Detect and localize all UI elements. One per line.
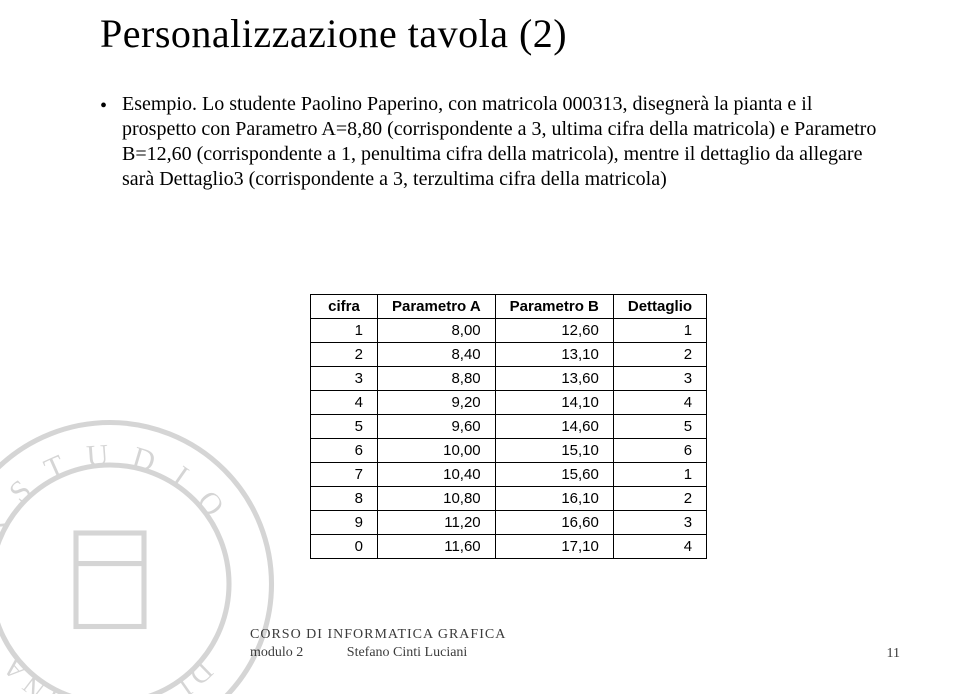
col-parametro-b: Parametro B — [495, 295, 613, 319]
table-row: 610,0015,106 — [311, 439, 707, 463]
paragraph-text: Esempio. Lo studente Paolino Paperino, c… — [122, 93, 876, 190]
table-row: 59,6014,605 — [311, 415, 707, 439]
table-cell: 2 — [613, 343, 706, 367]
table-cell: 4 — [613, 391, 706, 415]
table-cell: 15,10 — [495, 439, 613, 463]
table-cell: 8 — [311, 487, 378, 511]
table-row: 49,2014,104 — [311, 391, 707, 415]
page-number: 11 — [887, 646, 900, 662]
table-cell: 17,10 — [495, 535, 613, 559]
slide-title: Personalizzazione tavola (2) — [100, 10, 567, 57]
table-cell: 4 — [311, 391, 378, 415]
table-cell: 3 — [311, 367, 378, 391]
table-cell: 8,40 — [378, 343, 496, 367]
table-row: 911,2016,603 — [311, 511, 707, 535]
table-cell: 8,80 — [378, 367, 496, 391]
table-cell: 11,60 — [378, 535, 496, 559]
body-paragraph: • Esempio. Lo studente Paolino Paperino,… — [100, 92, 890, 192]
table-cell: 13,60 — [495, 367, 613, 391]
footer-course: CORSO DI INFORMATICA GRAFICA — [250, 626, 506, 644]
table-cell: 13,10 — [495, 343, 613, 367]
table-row: 810,8016,102 — [311, 487, 707, 511]
table-cell: 16,60 — [495, 511, 613, 535]
slide-footer: CORSO DI INFORMATICA GRAFICA modulo 2 St… — [250, 626, 506, 662]
table-cell: 8,00 — [378, 319, 496, 343]
table-cell: 1 — [613, 463, 706, 487]
table-cell: 10,40 — [378, 463, 496, 487]
footer-module: modulo 2 — [250, 645, 303, 660]
table-row: 28,4013,102 — [311, 343, 707, 367]
table-row: 710,4015,601 — [311, 463, 707, 487]
table-header-row: cifra Parametro A Parametro B Dettaglio — [311, 295, 707, 319]
table-cell: 7 — [311, 463, 378, 487]
svg-text:DI BOLOGNA: DI BOLOGNA — [0, 648, 219, 694]
table-cell: 11,20 — [378, 511, 496, 535]
table-row: 011,6017,104 — [311, 535, 707, 559]
table-cell: 2 — [613, 487, 706, 511]
table-cell: 4 — [613, 535, 706, 559]
table-cell: 10,00 — [378, 439, 496, 463]
table-cell: 9,20 — [378, 391, 496, 415]
table-cell: 5 — [311, 415, 378, 439]
table-cell: 0 — [311, 535, 378, 559]
col-dettaglio: Dettaglio — [613, 295, 706, 319]
table-cell: 6 — [613, 439, 706, 463]
bullet-icon: • — [100, 94, 107, 119]
table-cell: 15,60 — [495, 463, 613, 487]
col-parametro-a: Parametro A — [378, 295, 496, 319]
table-cell: 10,80 — [378, 487, 496, 511]
table-cell: 3 — [613, 367, 706, 391]
table-cell: 1 — [311, 319, 378, 343]
table-cell: 5 — [613, 415, 706, 439]
table-cell: 1 — [613, 319, 706, 343]
table-cell: 14,60 — [495, 415, 613, 439]
col-cifra: cifra — [311, 295, 378, 319]
table-row: 18,0012,601 — [311, 319, 707, 343]
table-cell: 6 — [311, 439, 378, 463]
table-cell: 12,60 — [495, 319, 613, 343]
table-cell: 9,60 — [378, 415, 496, 439]
svg-text:R S T U D I O: R S T U D I O — [0, 437, 235, 543]
table-cell: 3 — [613, 511, 706, 535]
table-row: 38,8013,603 — [311, 367, 707, 391]
table-cell: 14,10 — [495, 391, 613, 415]
table-cell: 16,10 — [495, 487, 613, 511]
footer-author: Stefano Cinti Luciani — [347, 645, 468, 660]
university-seal-watermark: R S T U D I O DI BOLOGNA — [0, 414, 280, 694]
table-cell: 2 — [311, 343, 378, 367]
parameter-table: cifra Parametro A Parametro B Dettaglio … — [310, 294, 707, 559]
table-cell: 9 — [311, 511, 378, 535]
